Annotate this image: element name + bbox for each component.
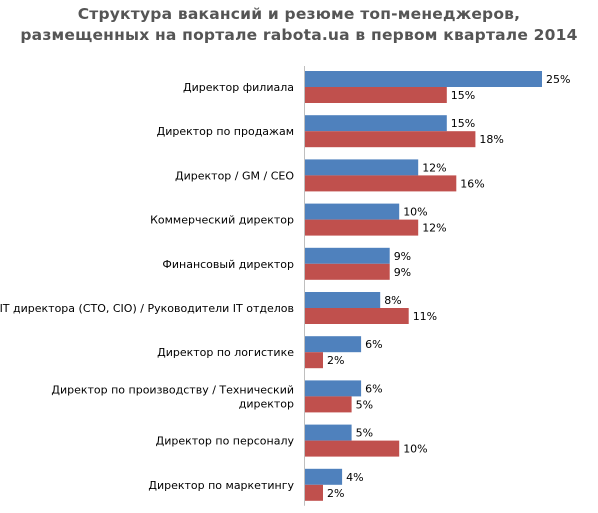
data-label: 6% <box>365 338 382 351</box>
bar-series-1 <box>304 203 400 220</box>
bar-series-2 <box>304 219 419 236</box>
data-label: 18% <box>479 133 503 146</box>
bar-group <box>304 71 542 501</box>
chart-title-line-2: размещенных на портале rabota.ua в перво… <box>20 26 578 44</box>
data-label: 5% <box>356 427 373 440</box>
bar-series-1 <box>304 336 362 353</box>
bar-series-2 <box>304 131 476 148</box>
bar-series-1 <box>304 115 447 132</box>
data-label: 9% <box>394 250 411 263</box>
data-label: 11% <box>413 310 437 323</box>
bar-series-2 <box>304 308 409 324</box>
bar-series-1 <box>304 159 419 176</box>
data-label: 25% <box>546 73 570 86</box>
category-label: Директор по производству / Технический <box>51 383 294 396</box>
data-label: 2% <box>327 487 344 500</box>
data-label: 4% <box>346 471 363 484</box>
data-label: 6% <box>365 382 382 395</box>
bar-series-1 <box>304 71 542 87</box>
data-label: 10% <box>403 443 427 456</box>
bar-series-1 <box>304 247 390 264</box>
category-label: Директор по маркетингу <box>148 479 294 492</box>
bar-series-2 <box>304 440 400 457</box>
data-label: 2% <box>327 354 344 367</box>
bar-series-2 <box>304 87 447 103</box>
category-label: IT директора (CTO, CIO) / Руководители I… <box>0 302 294 315</box>
bar-series-1 <box>304 292 381 308</box>
data-label: 12% <box>422 161 446 174</box>
data-label: 15% <box>451 89 475 102</box>
data-label: 9% <box>394 266 411 279</box>
bar-series-1 <box>304 424 352 441</box>
category-label: Директор по продажам <box>157 125 294 138</box>
category-label: Коммерческий директор <box>150 214 294 227</box>
bar-series-2 <box>304 263 390 280</box>
category-labels: Директор филиала Директор по продажам Дире… <box>0 81 294 492</box>
bar-series-1 <box>304 468 343 485</box>
bar-series-2 <box>304 484 323 501</box>
data-label: 12% <box>422 222 446 235</box>
data-label: 15% <box>451 117 475 130</box>
category-label: Директор филиала <box>183 81 294 94</box>
category-label: Финансовый директор <box>162 258 294 271</box>
bar-series-2 <box>304 175 457 192</box>
chart-title-line-1: Структура вакансий и резюме топ-менеджер… <box>77 5 521 23</box>
data-label: 10% <box>403 206 427 219</box>
category-label: Директор по логистике <box>157 346 294 359</box>
category-label: Директор / GM / CEO <box>175 169 294 182</box>
category-label: директор <box>239 397 294 410</box>
data-label: 5% <box>356 398 373 411</box>
category-label: Директор по персоналу <box>156 435 295 448</box>
chart-title: Структура вакансий и резюме топ-менеджер… <box>0 4 598 46</box>
data-label: 8% <box>384 294 401 307</box>
bar-series-1 <box>304 380 362 397</box>
data-labels: 25% 15% 15% 18% 12% 16% 10% 12% 9% 9% 8% 11% 6% 2% 6% 5… <box>327 73 570 500</box>
data-label: 16% <box>460 177 484 190</box>
bar-series-2 <box>304 396 352 413</box>
bar-series-2 <box>304 352 323 369</box>
